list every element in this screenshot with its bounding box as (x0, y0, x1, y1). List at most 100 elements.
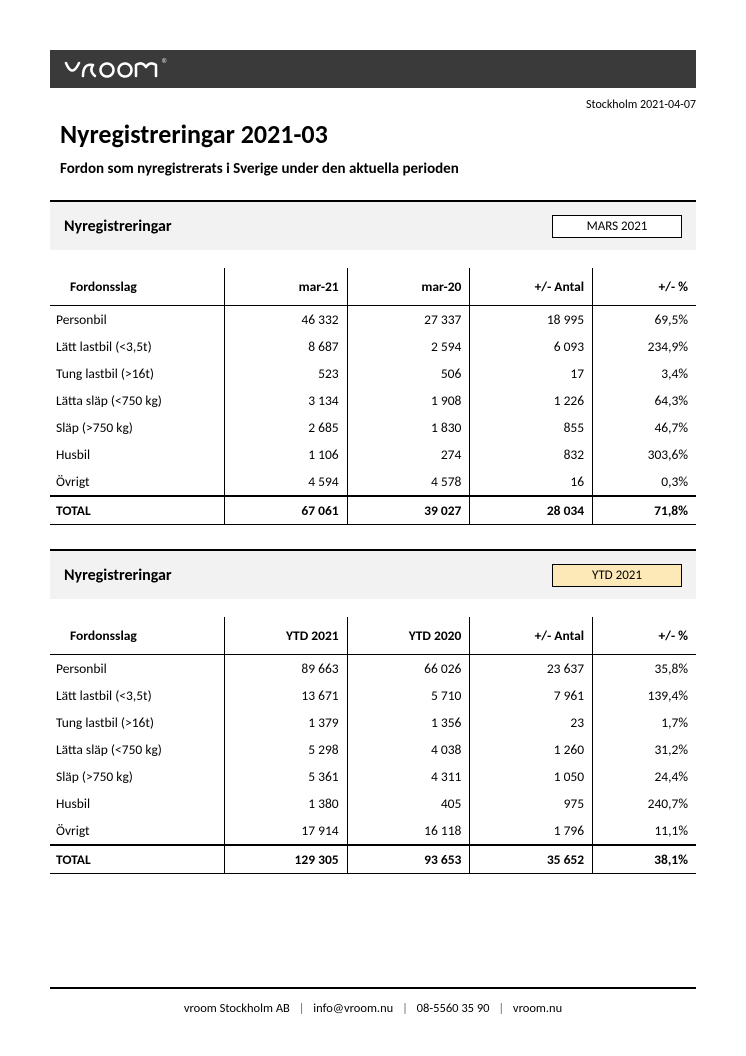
cell-curr: 4 594 (224, 468, 347, 496)
cell-label: Husbil (50, 790, 224, 817)
footer-separator: | (402, 1001, 408, 1016)
cell-curr: 5 298 (224, 736, 347, 763)
cell-pct: 35,8% (593, 655, 696, 683)
period-badge-month: MARS 2021 (552, 215, 682, 238)
cell-curr: 17 914 (224, 817, 347, 845)
cell-pct: 139,4% (593, 682, 696, 709)
cell-label: Tung lastbil (>16t) (50, 360, 224, 387)
cell-prev: 4 311 (347, 763, 470, 790)
cell-total-pct: 71,8% (593, 496, 696, 525)
cell-curr: 2 685 (224, 414, 347, 441)
cell-total-diff: 28 034 (470, 496, 593, 525)
cell-label: Övrigt (50, 468, 224, 496)
cell-pct: 1,7% (593, 709, 696, 736)
cell-pct: 69,5% (593, 306, 696, 334)
period-badge-ytd: YTD 2021 (552, 564, 682, 587)
cell-label: Lätt lastbil (<3,5t) (50, 682, 224, 709)
vroom-logo-icon: ® (64, 56, 184, 82)
table-header-row: Fordonsslag mar-21 mar-20 +/- Antal +/- … (50, 268, 696, 306)
cell-pct: 0,3% (593, 468, 696, 496)
cell-curr: 3 134 (224, 387, 347, 414)
table-header-row: Fordonsslag YTD 2021 YTD 2020 +/- Antal … (50, 617, 696, 655)
cell-prev: 27 337 (347, 306, 470, 334)
cell-curr: 8 687 (224, 333, 347, 360)
table-row: Lätta släp (<750 kg)3 1341 9081 22664,3% (50, 387, 696, 414)
cell-diff: 975 (470, 790, 593, 817)
cell-prev: 1 356 (347, 709, 470, 736)
cell-pct: 64,3% (593, 387, 696, 414)
cell-label: Släp (>750 kg) (50, 414, 224, 441)
table-row: Personbil89 66366 02623 63735,8% (50, 655, 696, 683)
table-row: Lätta släp (<750 kg)5 2984 0381 26031,2% (50, 736, 696, 763)
table-row: Lätt lastbil (<3,5t)13 6715 7107 961139,… (50, 682, 696, 709)
col-diff: +/- Antal (470, 617, 593, 655)
cell-diff: 18 995 (470, 306, 593, 334)
col-pct: +/- % (593, 617, 696, 655)
page-footer: vroom Stockholm AB | info@vroom.nu | 08-… (50, 987, 696, 1016)
cell-prev: 405 (347, 790, 470, 817)
cell-pct: 3,4% (593, 360, 696, 387)
cell-total-diff: 35 652 (470, 845, 593, 874)
table-body-ytd: Personbil89 66366 02623 63735,8%Lätt las… (50, 655, 696, 874)
cell-diff: 6 093 (470, 333, 593, 360)
cell-label: Tung lastbil (>16t) (50, 709, 224, 736)
col-curr: YTD 2021 (224, 617, 347, 655)
cell-prev: 5 710 (347, 682, 470, 709)
cell-label: Övrigt (50, 817, 224, 845)
cell-label: Släp (>750 kg) (50, 763, 224, 790)
cell-curr: 523 (224, 360, 347, 387)
cell-prev: 4 038 (347, 736, 470, 763)
col-curr: mar-21 (224, 268, 347, 306)
table-row: Husbil1 106274832303,6% (50, 441, 696, 468)
cell-curr: 1 379 (224, 709, 347, 736)
table-ytd: Fordonsslag YTD 2021 YTD 2020 +/- Antal … (50, 617, 696, 874)
section-header-ytd: Nyregistreringar YTD 2021 (50, 551, 696, 599)
brand-header-bar: ® (50, 50, 696, 88)
cell-diff: 832 (470, 441, 593, 468)
cell-diff: 23 (470, 709, 593, 736)
cell-curr: 46 332 (224, 306, 347, 334)
cell-label: Personbil (50, 306, 224, 334)
table-body-month: Personbil46 33227 33718 99569,5%Lätt las… (50, 306, 696, 525)
cell-total-curr: 129 305 (224, 845, 347, 874)
cell-prev: 274 (347, 441, 470, 468)
col-pct: +/- % (593, 268, 696, 306)
table-row: Övrigt4 5944 578160,3% (50, 468, 696, 496)
table-total-row: TOTAL67 06139 02728 03471,8% (50, 496, 696, 525)
table-row: Husbil1 380405975240,7% (50, 790, 696, 817)
cell-prev: 16 118 (347, 817, 470, 845)
col-fordonsslag: Fordonsslag (50, 268, 224, 306)
cell-total-curr: 67 061 (224, 496, 347, 525)
document-date: Stockholm 2021-04-07 (50, 98, 696, 112)
table-row: Släp (>750 kg)5 3614 3111 05024,4% (50, 763, 696, 790)
table-row: Tung lastbil (>16t)1 3791 356231,7% (50, 709, 696, 736)
cell-label: Lätta släp (<750 kg) (50, 736, 224, 763)
section-title: Nyregistreringar (64, 566, 172, 585)
cell-pct: 240,7% (593, 790, 696, 817)
cell-pct: 234,9% (593, 333, 696, 360)
cell-curr: 89 663 (224, 655, 347, 683)
footer-company: vroom Stockholm AB (184, 1001, 290, 1016)
page-subtitle: Fordon som nyregistrerats i Sverige unde… (60, 160, 696, 178)
table-row: Personbil46 33227 33718 99569,5% (50, 306, 696, 334)
section-header-month: Nyregistreringar MARS 2021 (50, 202, 696, 250)
cell-label: Lätt lastbil (<3,5t) (50, 333, 224, 360)
svg-text:®: ® (162, 58, 167, 65)
table-row: Tung lastbil (>16t)523506173,4% (50, 360, 696, 387)
cell-curr: 1 380 (224, 790, 347, 817)
cell-diff: 1 226 (470, 387, 593, 414)
col-prev: YTD 2020 (347, 617, 470, 655)
footer-separator: | (299, 1001, 305, 1016)
col-fordonsslag: Fordonsslag (50, 617, 224, 655)
cell-label: Lätta släp (<750 kg) (50, 387, 224, 414)
footer-web: vroom.nu (513, 1001, 562, 1016)
cell-diff: 855 (470, 414, 593, 441)
cell-diff: 1 050 (470, 763, 593, 790)
cell-prev: 506 (347, 360, 470, 387)
cell-label: Husbil (50, 441, 224, 468)
page-title: Nyregistreringar 2021-03 (60, 118, 696, 150)
cell-total-prev: 93 653 (347, 845, 470, 874)
col-diff: +/- Antal (470, 268, 593, 306)
cell-total-pct: 38,1% (593, 845, 696, 874)
cell-prev: 2 594 (347, 333, 470, 360)
